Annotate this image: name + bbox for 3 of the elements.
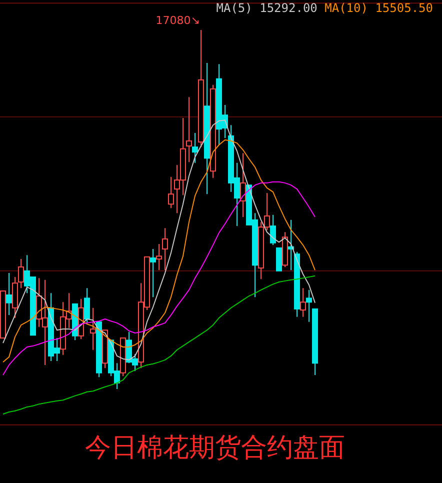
text: 17080↘	[156, 14, 200, 27]
text: 今日棉花期货合约盘面	[85, 433, 345, 463]
legend: MA(5) 15292.00 MA(10) 15505.50	[216, 1, 433, 15]
